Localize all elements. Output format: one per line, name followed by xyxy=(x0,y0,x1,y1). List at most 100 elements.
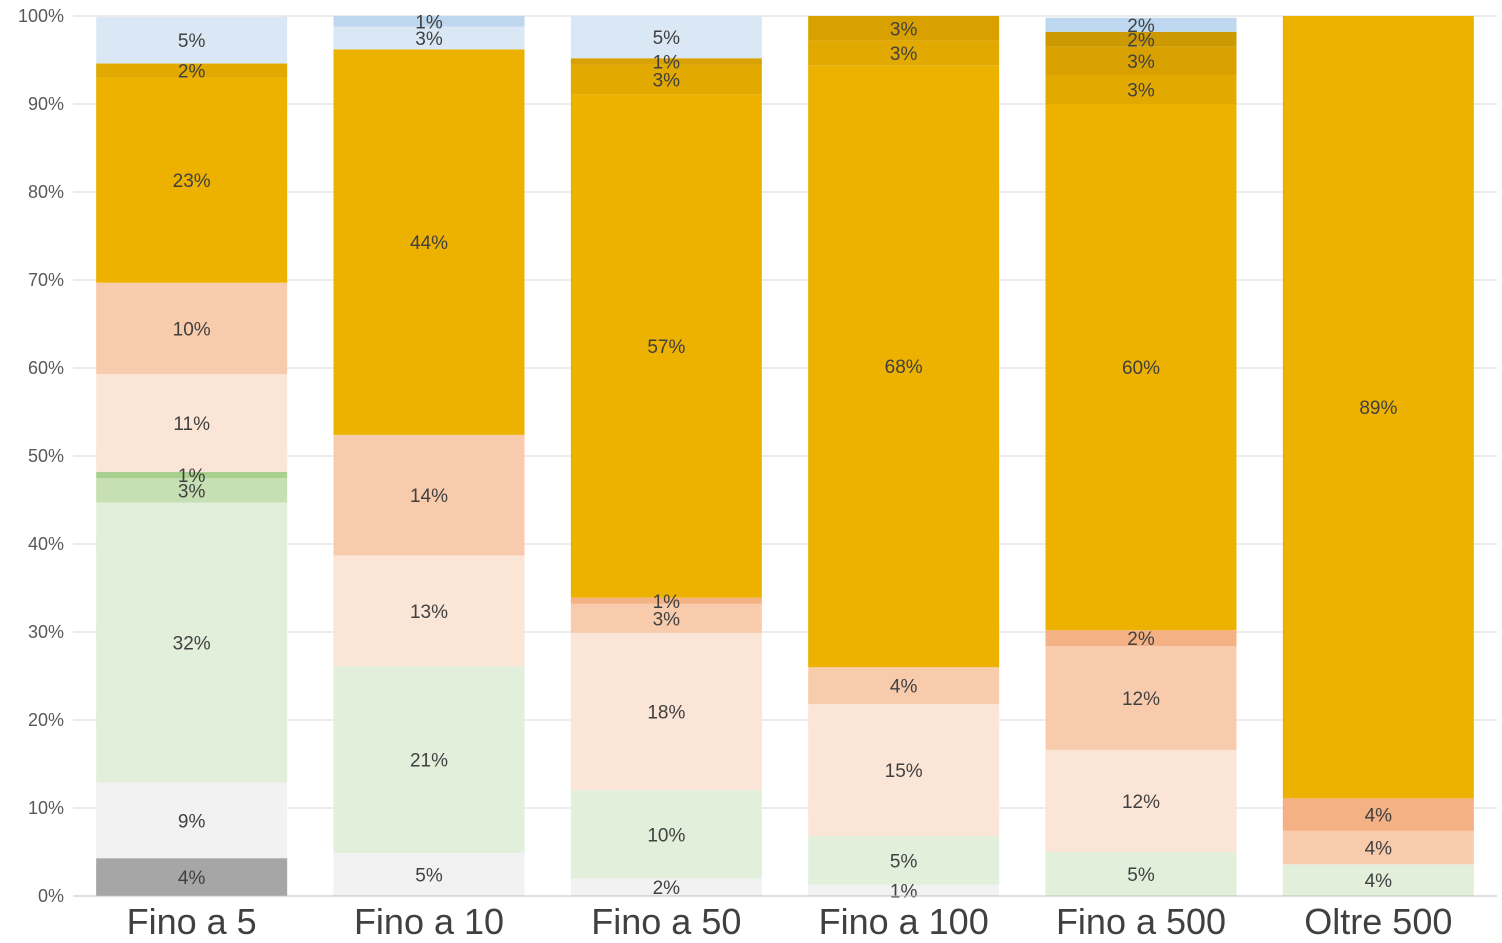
data-label: 2% xyxy=(1127,16,1155,37)
gridlines xyxy=(73,15,1497,897)
y-tick-label: 30% xyxy=(28,622,64,642)
bar-segment xyxy=(1045,46,1237,75)
bar-segment xyxy=(570,878,762,896)
bar-segment xyxy=(333,555,525,667)
data-label: 12% xyxy=(1122,689,1160,710)
bar-segment xyxy=(1282,16,1474,799)
data-label: 4% xyxy=(1365,806,1393,827)
bar-segment xyxy=(1282,798,1474,831)
data-label: 1% xyxy=(415,12,443,33)
data-label: 23% xyxy=(173,171,211,192)
data-label: 4% xyxy=(890,677,918,698)
data-label: 18% xyxy=(647,703,685,724)
bar-segment xyxy=(333,26,525,50)
bar-segment xyxy=(333,666,525,853)
data-label: 3% xyxy=(653,609,681,630)
bar-segment xyxy=(1045,17,1237,32)
bar-segment xyxy=(808,884,1000,896)
data-label: 9% xyxy=(178,811,206,832)
bar-segment xyxy=(96,478,288,503)
data-label: 4% xyxy=(1365,839,1393,860)
data-label: 2% xyxy=(178,62,206,83)
bar-segment xyxy=(808,16,1000,41)
data-label: 3% xyxy=(653,70,681,91)
bar-segment xyxy=(808,704,1000,837)
x-tick-label: Fino a 500 xyxy=(1056,901,1226,942)
bar-segment xyxy=(808,65,1000,668)
data-label: 4% xyxy=(1365,871,1393,892)
data-label: 32% xyxy=(173,634,211,655)
bar-segment xyxy=(570,58,762,65)
data-label: 14% xyxy=(410,486,448,507)
y-tick-label: 40% xyxy=(28,534,64,554)
bar-segment xyxy=(96,16,288,64)
data-label: 5% xyxy=(1127,865,1155,886)
y-tick-label: 10% xyxy=(28,798,64,818)
data-label: 2% xyxy=(1127,629,1155,650)
data-label: 60% xyxy=(1122,358,1160,379)
data-label: 5% xyxy=(653,28,681,49)
bar-segment xyxy=(570,64,762,95)
bar-segment xyxy=(96,77,288,283)
bar-segment xyxy=(96,374,288,472)
x-tick-label: Fino a 5 xyxy=(127,901,257,942)
y-tick-label: 70% xyxy=(28,270,64,290)
data-label: 15% xyxy=(885,761,923,782)
bar-segment xyxy=(333,434,525,556)
data-label: 5% xyxy=(178,31,206,52)
bar-segment xyxy=(1045,31,1237,47)
bar-segment xyxy=(333,49,525,435)
bar-segment xyxy=(570,603,762,633)
data-label: 1% xyxy=(653,52,681,73)
data-label: 1% xyxy=(890,881,918,902)
data-label: 1% xyxy=(653,592,681,613)
y-tick-label: 50% xyxy=(28,446,64,466)
bar-segment xyxy=(1045,852,1237,896)
x-tick-label: Fino a 100 xyxy=(819,901,989,942)
bar-segment xyxy=(96,502,288,783)
bar-segment xyxy=(570,632,762,791)
bar-segment xyxy=(570,94,762,598)
data-label: 21% xyxy=(410,751,448,772)
y-tick-label: 100% xyxy=(18,6,64,26)
bars xyxy=(96,16,1474,896)
bar-segment xyxy=(96,782,288,859)
data-label: 1% xyxy=(178,466,206,487)
x-tick-label: Fino a 50 xyxy=(591,901,741,942)
data-label: 2% xyxy=(1127,30,1155,51)
bar-segment xyxy=(808,667,1000,705)
bar-segment xyxy=(96,858,288,896)
x-tick-label: Oltre 500 xyxy=(1304,901,1452,942)
y-tick-label: 0% xyxy=(38,886,64,906)
y-axis: 0% 10% 20% 30% 40% 50% 60% 70% 80% 90% 100% xyxy=(18,6,64,906)
data-label: 2% xyxy=(653,878,681,899)
data-label: 3% xyxy=(415,29,443,50)
bar-segment xyxy=(1282,830,1474,865)
bar-segment xyxy=(570,790,762,879)
data-label: 4% xyxy=(178,868,206,889)
data-label: 3% xyxy=(1127,80,1155,101)
data-label: 44% xyxy=(410,233,448,254)
bar-segment xyxy=(570,16,762,59)
bar-segment xyxy=(570,597,762,604)
x-axis: Fino a 5 Fino a 10 Fino a 50 Fino a 100 Fino… xyxy=(73,895,1497,942)
bar-segment xyxy=(1045,646,1237,750)
bar-segment xyxy=(96,63,288,78)
data-label: 5% xyxy=(890,851,918,872)
data-label: 3% xyxy=(1127,52,1155,73)
y-tick-label: 90% xyxy=(28,94,64,114)
data-label: 89% xyxy=(1359,398,1397,419)
data-label: 10% xyxy=(647,825,685,846)
data-label: 3% xyxy=(178,481,206,502)
y-tick-label: 20% xyxy=(28,710,64,730)
data-label: 11% xyxy=(173,414,210,435)
data-label: 3% xyxy=(890,44,918,65)
y-tick-label: 60% xyxy=(28,358,64,378)
bar-segment xyxy=(1282,864,1474,896)
data-label: 68% xyxy=(885,357,923,378)
bar-segment xyxy=(808,40,1000,66)
data-label: 12% xyxy=(1122,792,1160,813)
data-labels: 4%9%32%3%1%11%10%23%2%5%5%21%13%14%44%3%… xyxy=(173,12,1398,902)
data-label: 13% xyxy=(410,602,448,623)
